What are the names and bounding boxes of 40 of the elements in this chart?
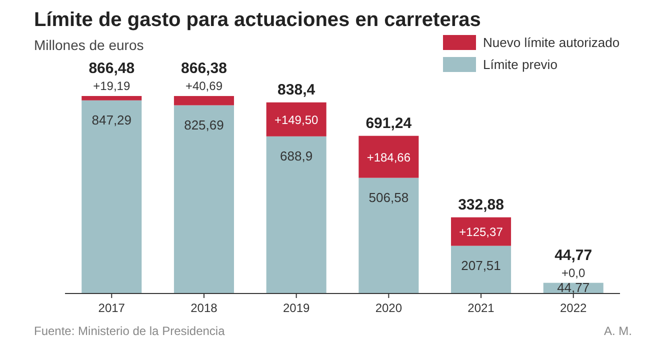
- bar: [82, 96, 142, 100]
- x-tick-label: 2017: [98, 301, 126, 315]
- source-note: Fuente: Ministerio de la Presidencia: [34, 324, 226, 338]
- x-tick-label: 2018: [190, 301, 218, 315]
- total-label: 691,24: [366, 114, 412, 132]
- legend-label: Nuevo límite autorizado: [483, 35, 620, 50]
- data-label: +19,19: [93, 79, 130, 93]
- data-label: 506,58: [368, 190, 409, 205]
- x-tick-label: 2019: [282, 301, 310, 315]
- legend-label: Límite previo: [483, 57, 558, 72]
- data-label: 207,51: [461, 258, 501, 273]
- data-label: 825,69: [184, 117, 224, 132]
- total-label: 44,77: [554, 246, 592, 264]
- bar: [451, 246, 512, 293]
- total-label: 838,4: [278, 81, 316, 98]
- total-label: 866,38: [181, 60, 227, 78]
- data-label: +40,69: [185, 79, 223, 94]
- data-label: 688,9: [280, 148, 313, 164]
- data-label: +0,0: [562, 266, 586, 280]
- text: A. M.: [604, 324, 632, 338]
- data-label: 44,77: [557, 280, 590, 295]
- data-label: +125,37: [459, 225, 504, 240]
- bar: [451, 217, 512, 246]
- chart-title: Límite de gasto para actuaciones en carreteras: [34, 9, 481, 31]
- data-label: 847,29: [92, 112, 132, 128]
- data-label: +149,50: [274, 112, 319, 127]
- bar: [266, 136, 326, 293]
- bar: [174, 105, 234, 293]
- bar: [358, 178, 419, 293]
- bar: [174, 96, 234, 106]
- bar: [358, 136, 419, 178]
- x-tick-label: 2020: [375, 301, 402, 315]
- total-label: 866,48: [88, 60, 135, 77]
- chart-subtitle: Millones de euros: [34, 37, 144, 53]
- bar: [266, 102, 326, 136]
- x-tick-label: 2021: [468, 301, 495, 315]
- bar: [82, 100, 142, 293]
- total-label: 332,88: [458, 196, 504, 214]
- data-label: +184,66: [366, 150, 411, 164]
- x-tick-label: 2022: [560, 301, 588, 315]
